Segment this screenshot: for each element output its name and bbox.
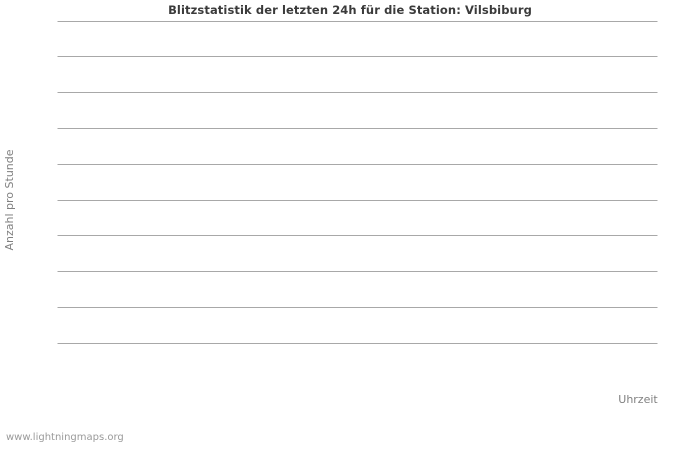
- x-axis-label: Uhrzeit: [618, 393, 658, 406]
- chart-title: Blitzstatistik der letzten 24h für die S…: [168, 3, 532, 17]
- grid-lines: [57, 21, 658, 344]
- site-footer: www.lightningmaps.org: [6, 432, 124, 443]
- y-axis-label: Anzahl pro Stunde: [3, 149, 16, 250]
